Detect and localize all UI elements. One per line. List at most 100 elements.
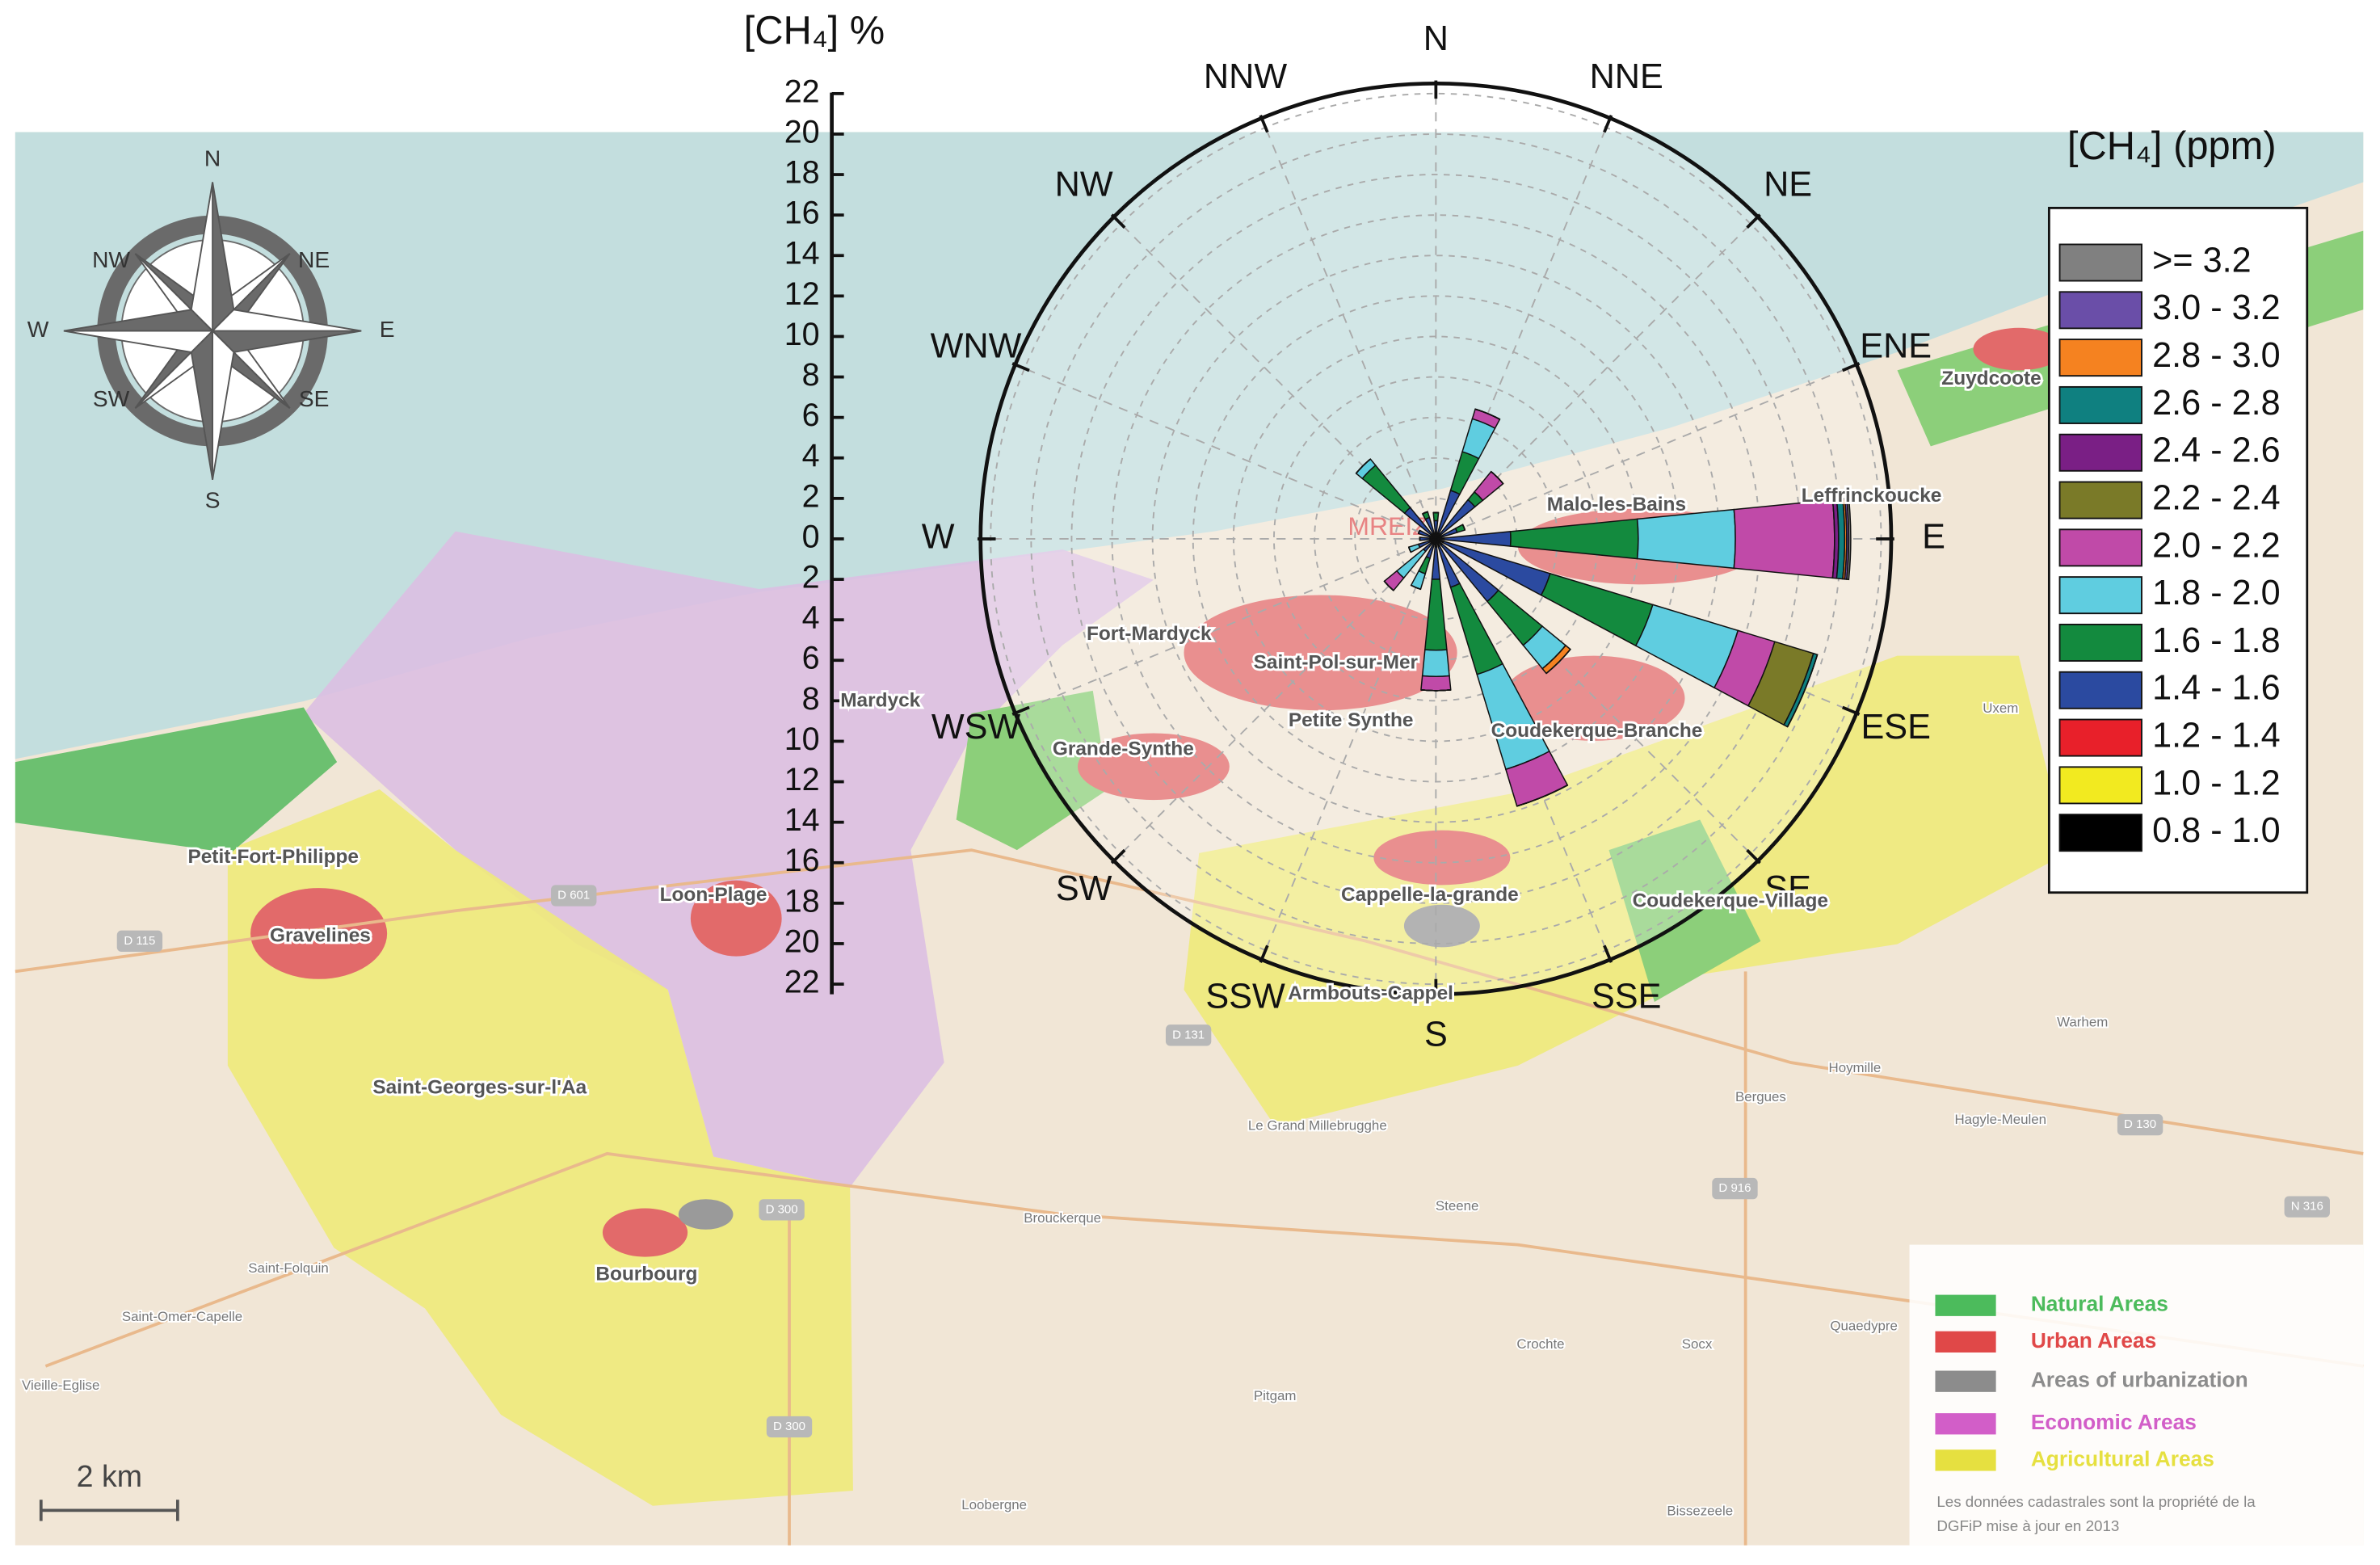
place-label: Fort-Mardyck [1087,623,1212,645]
legend-swatch [2058,718,2142,757]
map-legend-swatch [1935,1413,1996,1435]
direction-label: SSE [1592,978,1661,1016]
urbanization-area [1403,904,1480,948]
direction-label: ESE [1861,708,1930,747]
place-label: Coudekerque-Village [1633,890,1828,911]
rose-segment [1733,499,1835,579]
rose-segment [1383,580,1394,591]
road-shield [1165,1024,1212,1046]
urban-area [602,1208,688,1257]
radial-tick-label: 14 [784,802,820,838]
road-shield [759,1199,805,1221]
urbanization-area [678,1199,734,1230]
map-legend-swatch [1935,1449,1996,1471]
radial-tick-label: 10 [784,721,820,757]
base-map [15,132,2364,1546]
grid-spoke [1435,364,1857,540]
direction-label: E [1922,517,1945,556]
natural-area [1608,819,1761,1002]
direction-label: SSW [1205,978,1285,1016]
attribution: DGFiP mise à jour en 2013 [1936,1517,2119,1534]
place-label: Armbouts-Cappel [1288,982,1453,1004]
compass-label: SW [93,385,130,411]
compass-label: W [27,316,49,342]
radial-tick-label: 6 [802,398,820,433]
place-label: Grande-Synthe [1053,738,1194,760]
place-label: Saint-Georges-sur-l'Aa [372,1077,587,1099]
village-label: Hagyle-Meulen [1954,1112,2046,1127]
village-label: Bissezeele [1667,1504,1733,1519]
radial-axis-label: [CH₄] % [744,9,885,53]
rose-segment [1420,675,1452,692]
legend-label: 1.6 - 1.8 [2152,621,2281,660]
compass-label: SE [299,385,330,411]
road-shield [116,930,163,952]
radial-tick-label: 4 [802,600,820,636]
village-label: Warhem [2057,1015,2108,1030]
radial-tick-label: 2 [802,559,820,595]
map-legend-label: Economic Areas [2031,1410,2197,1434]
radial-tick-label: 20 [784,923,820,959]
legend-swatch [2058,339,2142,377]
road-shield [1712,1177,1758,1200]
compass-label: E [380,316,395,342]
direction-label: SW [1056,869,1112,908]
place-label: Cappelle-la-grande [1341,884,1519,906]
village-label: Saint-Folquin [248,1260,329,1276]
map-legend-label: Natural Areas [2031,1292,2168,1316]
road-label: N 316 [2291,1200,2323,1214]
legend-swatch [2058,814,2142,852]
place-label: Coudekerque-Branche [1491,720,1703,742]
legend-label: >= 3.2 [2152,241,2252,280]
radial-tick-label: 16 [784,196,820,231]
legend-swatch [2058,671,2142,709]
agricultural-area [227,789,853,1506]
grid-spoke [1113,538,1437,862]
legend-label: 1.4 - 1.6 [2152,669,2281,708]
radial-tick-label: 6 [802,641,820,676]
compass-label: NE [298,246,330,272]
rose-segment [1419,536,1431,541]
road-label: D 130 [2124,1117,2156,1131]
road-label: D 300 [766,1202,798,1216]
road-shield [2117,1114,2163,1136]
road [44,1151,2364,1368]
economic-area [303,531,1154,1188]
radial-tick-label: 4 [802,438,820,473]
legend-label: 2.2 - 2.4 [2152,478,2281,517]
grid-spoke [1015,364,1436,540]
direction-tick [1011,362,1030,372]
road-label: D 916 [1718,1181,1751,1195]
scale-label: 2 km [77,1459,142,1493]
urban-area [1373,830,1511,886]
direction-label: SE [1764,869,1811,908]
village-label: Uxem [1983,700,2018,716]
village-label: Bergues [1735,1089,1786,1104]
place-label: Petit-Fort-Philippe [187,846,359,868]
radial-tick-label: 18 [784,154,820,190]
urban-area [1973,327,2065,371]
attribution: Les données cadastrales sont la propriét… [1936,1493,2256,1510]
radial-tick-label: 16 [784,843,820,878]
village-label: Socx [1682,1336,1713,1352]
urban-area [1503,655,1685,741]
radial-tick-label: 12 [784,276,820,312]
place-label: Bourbourg [595,1264,697,1285]
place-label: Petite Synthe [1289,709,1414,731]
radial-tick-label: 14 [784,236,820,271]
road-label: D 300 [773,1420,805,1433]
compass-label: NW [92,246,130,272]
direction-label: NW [1055,166,1113,204]
radial-tick-label: 22 [784,74,820,109]
legend-label: 2.8 - 3.0 [2152,336,2281,375]
rose-segment [1421,649,1450,678]
road-shield [766,1416,813,1438]
village-label: Vieille-Eglise [22,1378,99,1393]
direction-tick [1842,362,1861,372]
rose-segment [1432,511,1440,522]
direction-tick [1259,115,1269,133]
village-label: Steene [1436,1198,1479,1214]
scale-bar: 2 km [39,1459,179,1521]
grid-spoke [1260,117,1437,540]
compass-rose: N NE E SE S SW W NW [27,145,395,512]
